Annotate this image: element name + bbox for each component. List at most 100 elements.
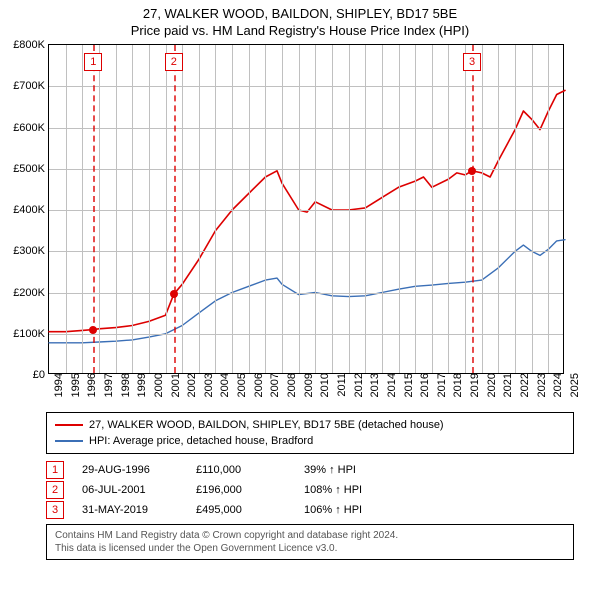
y-axis-tick: £100K (13, 328, 49, 340)
x-axis-tick: 2006 (249, 373, 265, 397)
chart-canvas: £0£100K£200K£300K£400K£500K£600K£700K£80… (48, 44, 564, 374)
x-axis-tick: 2002 (182, 373, 198, 397)
x-axis-tick: 2014 (382, 373, 398, 397)
gridline-vertical (498, 45, 499, 373)
gridline-vertical (465, 45, 466, 373)
legend-item-property: 27, WALKER WOOD, BAILDON, SHIPLEY, BD17 … (55, 417, 565, 433)
gridline-vertical (399, 45, 400, 373)
x-axis-tick: 2022 (515, 373, 531, 397)
gridline-horizontal (49, 169, 563, 170)
gridline-vertical (448, 45, 449, 373)
y-axis-tick: £500K (13, 163, 49, 175)
chart-area: £0£100K£200K£300K£400K£500K£600K£700K£80… (0, 44, 564, 374)
footer-line-1: Contains HM Land Registry data © Crown c… (55, 529, 565, 542)
gridline-vertical (99, 45, 100, 373)
event-index: 3 (46, 501, 64, 519)
marker-dot (468, 167, 476, 175)
x-axis-tick: 1999 (132, 373, 148, 397)
event-row: 206-JUL-2001£196,000108% ↑ HPI (46, 480, 574, 500)
event-index: 1 (46, 461, 64, 479)
gridline-horizontal (49, 86, 563, 87)
event-delta: 108% ↑ HPI (304, 484, 362, 496)
x-axis-tick: 1998 (116, 373, 132, 397)
y-axis-tick: £0 (33, 369, 49, 381)
y-axis-tick: £300K (13, 245, 49, 257)
gridline-horizontal (49, 128, 563, 129)
x-axis-tick: 2017 (432, 373, 448, 397)
chart-container: 27, WALKER WOOD, BAILDON, SHIPLEY, BD17 … (0, 0, 600, 590)
gridline-vertical (116, 45, 117, 373)
gridline-horizontal (49, 334, 563, 335)
legend-item-hpi: HPI: Average price, detached house, Brad… (55, 433, 565, 449)
x-axis-tick: 2013 (365, 373, 381, 397)
chart-subtitle: Price paid vs. HM Land Registry's House … (0, 23, 600, 38)
event-date: 29-AUG-1996 (82, 464, 178, 476)
event-delta: 106% ↑ HPI (304, 504, 362, 516)
gridline-horizontal (49, 293, 563, 294)
gridline-vertical (249, 45, 250, 373)
gridline-vertical (66, 45, 67, 373)
x-axis-tick: 2021 (498, 373, 514, 397)
y-axis-tick: £200K (13, 287, 49, 299)
marker-line (174, 45, 176, 373)
x-axis-tick: 2007 (265, 373, 281, 397)
legend: 27, WALKER WOOD, BAILDON, SHIPLEY, BD17 … (46, 412, 574, 454)
footer: Contains HM Land Registry data © Crown c… (46, 524, 574, 560)
marker-label: 3 (463, 53, 481, 71)
marker-line (93, 45, 95, 373)
gridline-vertical (82, 45, 83, 373)
legend-swatch-property (55, 424, 83, 426)
footer-line-2: This data is licensed under the Open Gov… (55, 542, 565, 555)
event-price: £196,000 (196, 484, 286, 496)
gridline-vertical (382, 45, 383, 373)
gridline-horizontal (49, 210, 563, 211)
gridline-vertical (515, 45, 516, 373)
gridline-vertical (215, 45, 216, 373)
x-axis-tick: 1995 (66, 373, 82, 397)
x-axis-tick: 2009 (299, 373, 315, 397)
x-axis-tick: 1997 (99, 373, 115, 397)
y-axis-tick: £700K (13, 80, 49, 92)
x-axis-tick: 1994 (49, 373, 65, 397)
x-axis-tick: 2015 (399, 373, 415, 397)
y-axis-tick: £800K (13, 39, 49, 51)
legend-swatch-hpi (55, 440, 83, 442)
chart-title: 27, WALKER WOOD, BAILDON, SHIPLEY, BD17 … (0, 6, 600, 21)
x-axis-tick: 2001 (166, 373, 182, 397)
gridline-vertical (365, 45, 366, 373)
title-block: 27, WALKER WOOD, BAILDON, SHIPLEY, BD17 … (0, 0, 600, 40)
gridline-horizontal (49, 251, 563, 252)
x-axis-tick: 2012 (349, 373, 365, 397)
x-axis-tick: 2000 (149, 373, 165, 397)
x-axis-tick: 2020 (482, 373, 498, 397)
x-axis-tick: 2025 (565, 373, 581, 397)
gridline-vertical (349, 45, 350, 373)
marker-dot (89, 326, 97, 334)
gridline-vertical (299, 45, 300, 373)
events-table: 129-AUG-1996£110,00039% ↑ HPI206-JUL-200… (46, 460, 574, 520)
legend-label-property: 27, WALKER WOOD, BAILDON, SHIPLEY, BD17 … (89, 419, 444, 431)
gridline-vertical (482, 45, 483, 373)
x-axis-tick: 2011 (332, 373, 348, 397)
marker-line (472, 45, 474, 373)
event-index: 2 (46, 481, 64, 499)
x-axis-tick: 2008 (282, 373, 298, 397)
gridline-vertical (548, 45, 549, 373)
gridline-vertical (232, 45, 233, 373)
x-axis-tick: 2024 (548, 373, 564, 397)
gridline-vertical (315, 45, 316, 373)
event-date: 31-MAY-2019 (82, 504, 178, 516)
gridline-vertical (132, 45, 133, 373)
legend-label-hpi: HPI: Average price, detached house, Brad… (89, 435, 313, 447)
gridline-vertical (332, 45, 333, 373)
gridline-vertical (415, 45, 416, 373)
event-row: 129-AUG-1996£110,00039% ↑ HPI (46, 460, 574, 480)
gridline-vertical (182, 45, 183, 373)
x-axis-tick: 2023 (532, 373, 548, 397)
gridline-vertical (282, 45, 283, 373)
x-axis-tick: 2016 (415, 373, 431, 397)
series-hpi (49, 240, 565, 343)
gridline-vertical (199, 45, 200, 373)
x-axis-tick: 1996 (82, 373, 98, 397)
x-axis-tick: 2003 (199, 373, 215, 397)
